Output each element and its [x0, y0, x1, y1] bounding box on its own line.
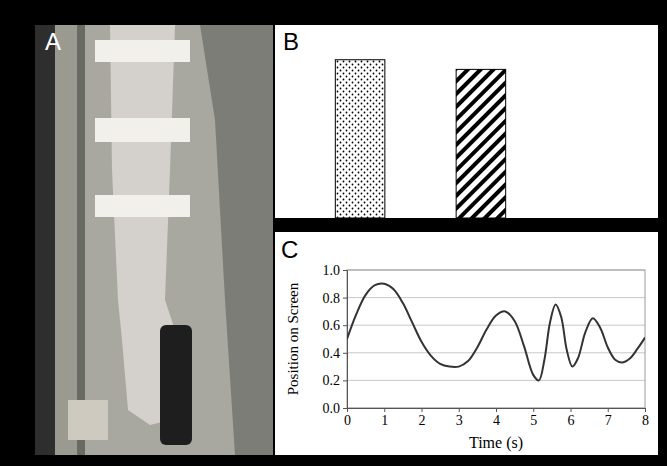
x-axis: 0 1 2 3 4 5 6 7 8: [344, 408, 649, 428]
grid-line: [347, 352, 645, 353]
cloth: [200, 25, 273, 455]
x-tick-mark: [608, 408, 609, 412]
bars: [335, 60, 505, 218]
x-tick: 2: [419, 408, 426, 428]
panel-letter: A: [45, 28, 61, 55]
x-tick: 3: [456, 408, 463, 428]
y-tick-label: 0.8: [323, 291, 341, 306]
x-tick-label: 7: [605, 413, 612, 428]
x-tick: 7: [605, 408, 612, 428]
y-tick-mark: [343, 353, 347, 354]
x-tick-mark: [645, 408, 646, 412]
panel-letter: B: [283, 28, 299, 55]
x-axis-line: [348, 409, 646, 413]
surface: [85, 25, 273, 455]
y-tick-mark: [343, 325, 347, 326]
y-tick-label: 0.6: [323, 318, 341, 333]
y-axis: 0.0 0.2 0.4 0.6 0.8 1.0: [323, 263, 348, 416]
x-tick-label: 3: [456, 413, 463, 428]
y-tick-mark: [343, 298, 347, 299]
photo-ground: [35, 25, 273, 455]
x-tick-mark: [422, 408, 423, 412]
y-tick-label: 1.0: [323, 263, 341, 278]
x-tick-mark: [571, 408, 572, 412]
x-tick-mark: [496, 408, 497, 412]
panel-ground: [275, 25, 658, 218]
grid-line: [347, 297, 645, 298]
panel-letter: C: [281, 236, 298, 263]
x-tick: 1: [381, 408, 388, 428]
board: [55, 25, 77, 455]
x-tick: 6: [568, 408, 575, 428]
background: [0, 0, 667, 466]
x-tick-label: 4: [493, 413, 500, 428]
x-tick: 4: [493, 408, 500, 428]
y-tick-mark: [343, 408, 347, 409]
x-tick: 8: [642, 408, 649, 428]
y-axis-title: Position on Screen: [285, 282, 301, 395]
y-tick-mark: [343, 270, 347, 271]
bar: [335, 60, 385, 218]
y-tick-mark: [343, 380, 347, 381]
panel-ground: [275, 232, 658, 455]
data-line: [347, 284, 645, 381]
x-tick-mark: [459, 408, 460, 412]
y-tick: 1.0: [323, 263, 348, 278]
x-tick: 0: [344, 408, 351, 428]
y-tick: 0.2: [323, 373, 348, 388]
line-panel: 0.0 0.2 0.4 0.6 0.8 1.0 0 1 2 3 4 5 6 7 8 Time (s) Posit…: [275, 232, 658, 455]
bar: [456, 69, 506, 218]
plot-frame: [347, 270, 645, 408]
y-tick: 0.8: [323, 291, 348, 306]
x-tick-mark: [533, 408, 534, 412]
y-axis-line: [343, 271, 348, 409]
strap: [95, 118, 190, 142]
sponge: [68, 400, 108, 440]
figure: A B 0.0 0.2 0.4 0.6 0.8 1.0 0 1 2 3 4 5 6 7 8 Time (s) Pos…: [0, 0, 667, 466]
x-tick-mark: [384, 408, 385, 412]
x-tick-label: 0: [344, 413, 351, 428]
x-tick-label: 8: [642, 413, 649, 428]
y-tick-label: 0.0: [323, 401, 341, 416]
grid-line: [347, 380, 645, 381]
y-tick-label: 0.4: [323, 346, 341, 361]
strap: [95, 195, 190, 217]
strap: [95, 40, 190, 62]
photo-panel: A: [35, 25, 273, 455]
y-tick-label: 0.2: [323, 373, 341, 388]
x-tick-label: 1: [381, 413, 388, 428]
board-edge: [77, 25, 85, 455]
x-tick: 5: [530, 408, 537, 428]
x-tick-mark: [347, 408, 348, 412]
x-axis-title: Time (s): [469, 434, 523, 452]
x-tick-label: 6: [568, 413, 575, 428]
y-tick: 0.6: [323, 318, 348, 333]
x-tick-label: 5: [530, 413, 537, 428]
grid-line: [347, 325, 645, 326]
x-tick-label: 2: [419, 413, 426, 428]
device: [160, 325, 192, 445]
bar-panel: B: [275, 25, 658, 218]
grid: [347, 270, 645, 408]
y-tick: 0.4: [323, 346, 348, 361]
lines: [347, 284, 645, 381]
